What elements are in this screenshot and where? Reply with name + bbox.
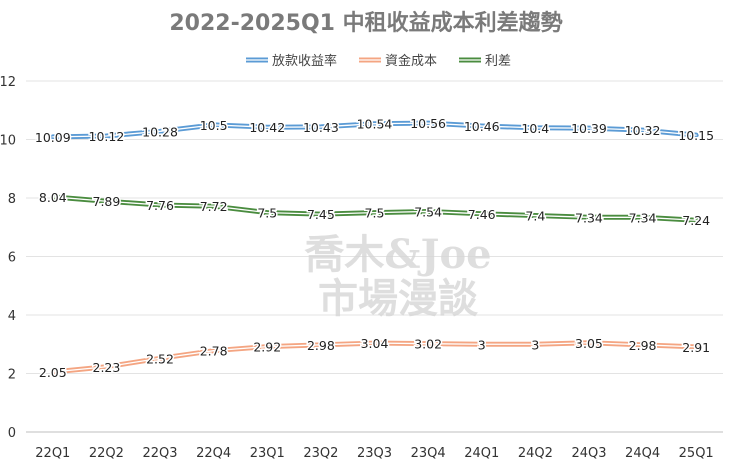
series-1 [50, 120, 699, 140]
x-tick-label: 25Q1 [679, 446, 714, 461]
data-label: 3 [478, 337, 486, 352]
x-tick-label: 24Q2 [518, 446, 553, 461]
series-line-inner [52, 342, 697, 373]
data-label: 2.98 [629, 338, 657, 353]
data-label: 10.12 [89, 129, 125, 144]
x-tick-label: 23Q4 [411, 446, 446, 461]
x-tick-label: 24Q1 [464, 446, 499, 461]
data-label: 2.78 [200, 344, 228, 359]
data-label: 2.91 [682, 340, 710, 355]
y-axis: 0 2 4 6 8 10 12 [0, 75, 16, 441]
x-tick-label: 22Q3 [143, 446, 178, 461]
data-label: 3.05 [575, 336, 603, 351]
series-line-inner [52, 196, 697, 221]
y-tick-label: 8 [8, 192, 16, 207]
x-tick-label: 23Q3 [357, 446, 392, 461]
data-label: 7.72 [200, 199, 228, 214]
data-label: 10.46 [464, 119, 500, 134]
x-tick-label: 22Q4 [196, 446, 231, 461]
x-tick-label: 22Q2 [89, 446, 124, 461]
watermark: 喬木&Joe 市場漫談 [304, 231, 491, 322]
watermark-line-2: 市場漫談 [318, 275, 478, 322]
data-label: 3.02 [414, 337, 442, 352]
data-label: 10.5 [200, 118, 228, 133]
x-tick-label: 23Q2 [303, 446, 338, 461]
data-label: 7.45 [307, 207, 335, 222]
data-label: 7.76 [146, 198, 174, 213]
data-label: 2.05 [39, 365, 67, 380]
data-label: 8.04 [39, 190, 67, 205]
data-label: 3 [531, 337, 539, 352]
data-label: 10.42 [249, 120, 285, 135]
data-label: 7.34 [575, 210, 603, 225]
data-label: 10.56 [410, 116, 446, 131]
y-tick-label: 10 [0, 134, 16, 149]
data-label: 7.4 [525, 209, 545, 224]
y-tick-label: 12 [0, 75, 16, 90]
data-label: 2.98 [307, 338, 335, 353]
chart-title: 2022-2025Q1 中租收益成本利差趨勢 [169, 10, 562, 36]
y-tick-label: 0 [8, 426, 16, 441]
data-label: 7.54 [414, 204, 442, 219]
data-label: 10.4 [521, 121, 549, 136]
data-label: 10.54 [357, 117, 393, 132]
data-label: 7.24 [682, 213, 710, 228]
legend: 放款收益率 資金成本 利差 [246, 53, 511, 69]
data-label: 7.5 [257, 206, 277, 221]
data-label: 10.28 [142, 124, 178, 139]
legend-item-2: 資金成本 [359, 53, 437, 69]
series-line-inner [52, 122, 697, 138]
data-label: 3.04 [361, 336, 389, 351]
legend-label: 放款收益率 [272, 53, 337, 69]
x-tick-label: 22Q1 [35, 446, 70, 461]
series-2 [50, 340, 699, 375]
x-tick-label: 24Q4 [625, 446, 660, 461]
gridlines [26, 80, 723, 433]
data-label: 10.15 [678, 128, 714, 143]
data-label: 10.32 [625, 123, 661, 138]
data-label: 10.09 [35, 130, 71, 145]
legend-label: 資金成本 [385, 53, 437, 69]
data-label: 7.5 [365, 206, 385, 221]
y-tick-label: 2 [8, 368, 16, 383]
data-label: 10.43 [303, 120, 339, 135]
data-labels: 10.09 10.12 10.28 10.5 10.42 10.43 10.54 10.56 1… [33, 115, 715, 382]
watermark-line-1: 喬木&Joe [304, 231, 491, 278]
legend-item-3: 利差 [459, 54, 511, 69]
data-label: 7.34 [629, 210, 657, 225]
data-label: 2.23 [93, 360, 121, 375]
y-tick-label: 6 [8, 251, 16, 266]
x-tick-label: 23Q1 [250, 446, 285, 461]
data-label: 10.39 [571, 121, 607, 136]
data-label: 7.46 [468, 207, 496, 222]
data-label: 7.89 [93, 194, 121, 209]
series-3 [50, 194, 699, 223]
data-label: 2.92 [253, 340, 281, 355]
x-tick-label: 24Q3 [571, 446, 606, 461]
y-tick-label: 4 [8, 309, 16, 324]
data-label: 2.52 [146, 351, 174, 366]
legend-item-1: 放款收益率 [246, 53, 337, 69]
series-lines [50, 120, 699, 375]
legend-label: 利差 [485, 54, 511, 69]
x-axis: 22Q1 22Q2 22Q3 22Q4 23Q1 23Q2 23Q3 23Q4 24Q1 24Q2… [35, 446, 713, 461]
